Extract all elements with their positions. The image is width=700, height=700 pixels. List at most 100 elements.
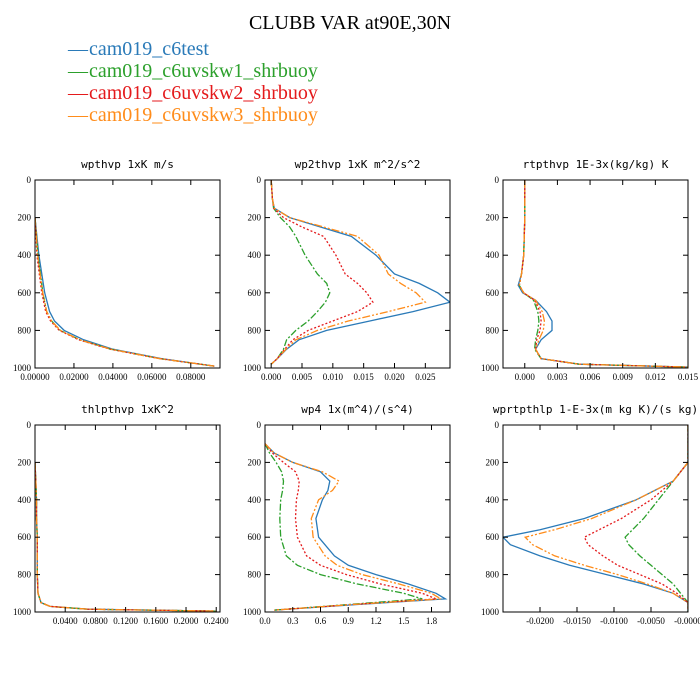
series-line — [35, 462, 217, 612]
y-tick-label: 200 — [248, 213, 262, 223]
y-tick-label: 1000 — [13, 607, 32, 617]
series-line — [35, 217, 215, 367]
y-tick-label: 200 — [248, 457, 262, 467]
legend-swatch: — — [68, 60, 88, 82]
legend-label: cam019_c6uvskw1_shrbuoy — [89, 60, 318, 82]
y-tick-label: 800 — [18, 325, 32, 335]
y-tick-label: 200 — [486, 457, 500, 467]
series-line — [270, 180, 427, 365]
y-tick-label: 1000 — [481, 607, 500, 617]
x-tick-label: 1.5 — [398, 616, 410, 626]
y-tick-label: 0 — [27, 175, 32, 185]
plot-frame — [264, 424, 451, 613]
panel-title: wpthvp 1xK m/s — [81, 158, 174, 171]
x-tick-label: 0.0 — [259, 616, 271, 626]
y-tick-label: 200 — [18, 457, 32, 467]
plot-frame — [502, 424, 689, 613]
x-tick-label: 1.8 — [426, 616, 438, 626]
y-tick-label: 1000 — [243, 363, 262, 373]
x-tick-label: 0.9 — [343, 616, 355, 626]
y-tick-label: 0 — [495, 175, 500, 185]
y-tick-label: 400 — [486, 495, 500, 505]
y-tick-label: 400 — [248, 495, 262, 505]
x-tick-label: 0.6 — [315, 616, 327, 626]
y-tick-label: 0 — [257, 175, 262, 185]
series-line — [35, 217, 215, 367]
x-tick-label: 0.08000 — [176, 372, 206, 382]
x-tick-label: 0.010 — [323, 372, 344, 382]
series-line — [265, 443, 423, 611]
panel-title: wprtpthlp 1-E-3x(m kg K)/(s kg) — [493, 403, 698, 416]
legend-label: cam019_c6test — [89, 38, 209, 60]
y-tick-label: 0 — [495, 420, 500, 430]
figure-title: CLUBB VAR at90E,30N — [248, 12, 452, 34]
y-tick-label: 800 — [248, 325, 262, 335]
panel-title: wp2thvp 1xK m^2/s^2 — [295, 158, 421, 171]
legend-item-2: — cam019_c6uvskw1_shrbuoy — [68, 60, 318, 82]
x-tick-label: 0.020 — [384, 372, 405, 382]
x-tick-label: 0.015 — [354, 372, 375, 382]
y-tick-label: 0 — [257, 420, 262, 430]
x-tick-label: 0.3 — [287, 616, 299, 626]
y-tick-label: 0 — [27, 420, 32, 430]
y-tick-label: 200 — [18, 213, 32, 223]
x-tick-label: 0.005 — [292, 372, 313, 382]
legend-swatch: — — [68, 82, 88, 104]
legend-swatch: — — [68, 104, 88, 126]
legend-label: cam019_c6uvskw2_shrbuoy — [89, 82, 318, 104]
series-line — [265, 443, 443, 611]
y-tick-label: 800 — [486, 570, 500, 580]
x-tick-label: 0.025 — [415, 372, 436, 382]
x-tick-label: 0.012 — [645, 372, 665, 382]
x-tick-label: -0.0150 — [563, 616, 591, 626]
x-tick-label: 0.1600 — [143, 616, 168, 626]
legend-item-1: — cam019_c6test — [68, 38, 318, 60]
x-tick-label: 0.0800 — [83, 616, 108, 626]
y-tick-label: 800 — [248, 570, 262, 580]
legend-label: cam019_c6uvskw3_shrbuoy — [89, 104, 318, 126]
chart-panel-6: wprtpthlp 1-E-3x(m kg K)/(s kg) 0 200 400 60… — [481, 403, 700, 626]
plot-frame — [34, 424, 221, 613]
y-tick-label: 400 — [18, 250, 32, 260]
series-line — [35, 462, 217, 612]
x-tick-label: 0.04000 — [98, 372, 128, 382]
legend: — cam019_c6test — cam019_c6uvskw1_shrbuo… — [68, 38, 318, 126]
x-tick-label: 0.2400 — [204, 616, 229, 626]
panel-title: rtpthvp 1E-3x(kg/kg) K — [523, 158, 669, 171]
x-tick-label: -0.0000 — [674, 616, 700, 626]
series-line — [270, 180, 374, 365]
plot-frame — [502, 179, 689, 369]
panel-title: wp4 1x(m^4)/(s^4) — [301, 403, 414, 416]
series-line — [35, 217, 215, 367]
series-line — [35, 462, 217, 612]
x-tick-label: -0.0050 — [637, 616, 665, 626]
chart-panel-2: wp2thvp 1xK m^2/s^2020040060080010000.00… — [243, 158, 451, 382]
series-line — [523, 425, 688, 612]
series-line — [35, 217, 215, 367]
series-line — [265, 443, 448, 611]
series-line — [583, 425, 688, 612]
y-tick-label: 800 — [18, 570, 32, 580]
y-tick-label: 400 — [486, 250, 500, 260]
x-tick-label: 0.00000 — [20, 372, 50, 382]
series-line — [517, 180, 688, 368]
x-tick-label: 0.009 — [613, 372, 634, 382]
series-line — [518, 180, 688, 368]
legend-item-3: — cam019_c6uvskw2_shrbuoy — [68, 82, 318, 104]
chart-panel-3: rtpthvp 1E-3x(kg/kg) K 0 200 400 600 800 1000 0… — [481, 158, 699, 382]
x-tick-label: 0.1200 — [113, 616, 138, 626]
y-tick-label: 200 — [486, 213, 500, 223]
y-tick-label: 600 — [486, 288, 500, 298]
y-tick-label: 1000 — [481, 363, 500, 373]
y-tick-label: 600 — [248, 288, 262, 298]
x-tick-label: -0.0200 — [526, 616, 554, 626]
y-tick-label: 1000 — [243, 607, 262, 617]
y-tick-label: 600 — [18, 532, 32, 542]
x-tick-label: 0.0400 — [53, 616, 78, 626]
plot-frame — [264, 179, 451, 369]
series-line — [35, 462, 217, 612]
x-tick-label: 0.000 — [261, 372, 282, 382]
